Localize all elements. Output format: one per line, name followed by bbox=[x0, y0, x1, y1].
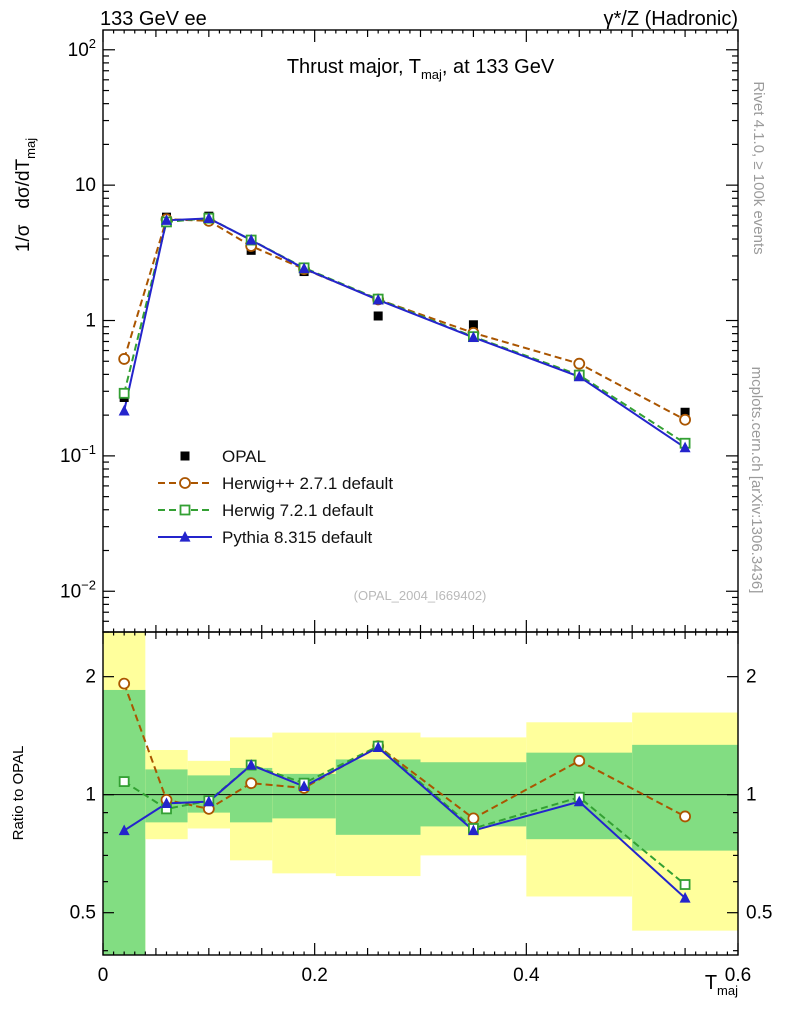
marker-square-open bbox=[118, 776, 130, 787]
marker-triangle-filled bbox=[573, 370, 585, 382]
series-line bbox=[123, 218, 686, 421]
series-markers bbox=[118, 212, 691, 449]
series-markers bbox=[119, 211, 690, 417]
x-axis-label-subscript: maj bbox=[717, 983, 738, 998]
marker-triangle-filled bbox=[573, 795, 585, 807]
marker-circle-open bbox=[118, 677, 131, 690]
marker-circle-open bbox=[679, 810, 691, 823]
y-tick-label: 10−2 bbox=[60, 577, 96, 602]
marker-triangle-filled bbox=[203, 795, 215, 807]
legend: OPAL Herwig++ 2.7.1 default Herwig 7.2.1 d… bbox=[158, 447, 393, 547]
ratio-tick-label-right: 1 bbox=[746, 785, 757, 806]
legend-label: OPAL bbox=[222, 447, 266, 466]
series-markers bbox=[118, 741, 691, 903]
marker-triangle-filled bbox=[118, 404, 130, 416]
series-line bbox=[123, 217, 686, 449]
marker-triangle-filled bbox=[203, 212, 215, 224]
x-tick-label: 0.6 bbox=[725, 965, 751, 986]
marker-square-filled bbox=[180, 451, 190, 461]
x-axis-label-text: T bbox=[704, 972, 718, 994]
marker-circle-open bbox=[679, 413, 691, 426]
ratio-series bbox=[118, 677, 691, 903]
legend-label: Pythia 8.315 default bbox=[222, 528, 373, 547]
green-band bbox=[103, 689, 146, 955]
marker-circle-open bbox=[573, 754, 586, 767]
plot-title-suffix: , at 133 GeV bbox=[441, 56, 555, 78]
marker-square-open bbox=[179, 504, 191, 516]
marker-triangle-filled bbox=[679, 441, 691, 453]
axis-ticks bbox=[102, 30, 739, 955]
marker-triangle-filled bbox=[245, 759, 257, 770]
marker-triangle-filled bbox=[245, 234, 257, 245]
marker-triangle-filled bbox=[679, 892, 691, 903]
marker-circle-open bbox=[245, 777, 258, 790]
marker-square-filled bbox=[373, 311, 383, 321]
legend-label: Herwig 7.2.1 default bbox=[222, 501, 373, 520]
marker-triangle-filled bbox=[179, 531, 191, 542]
marker-triangle-filled bbox=[372, 741, 384, 753]
marker-square-open bbox=[679, 879, 691, 890]
x-tick-label: 0 bbox=[98, 965, 109, 986]
marker-triangle-filled bbox=[467, 824, 479, 836]
y-tick-label: 102 bbox=[68, 36, 96, 61]
marker-triangle-filled bbox=[161, 797, 172, 809]
main-series bbox=[118, 211, 691, 453]
marker-square-filled bbox=[680, 407, 690, 417]
plot-title: Thrust major, Tmaj, at 133 GeV bbox=[103, 56, 738, 82]
main-frame bbox=[102, 29, 739, 633]
ratio-tick-label-left: 1 bbox=[85, 785, 96, 806]
ratio-tick-label-left: 0.5 bbox=[70, 903, 96, 924]
marker-square-filled bbox=[468, 320, 478, 330]
y-tick-label: 10 bbox=[75, 175, 96, 196]
marker-circle-open bbox=[179, 477, 191, 489]
series-markers bbox=[118, 212, 691, 453]
green-band bbox=[335, 759, 421, 835]
marker-triangle-filled bbox=[467, 331, 479, 343]
marker-triangle-filled bbox=[372, 293, 384, 305]
legend-label: Herwig++ 2.7.1 default bbox=[222, 474, 393, 493]
process-label: γ*/Z (Hadronic) bbox=[603, 8, 738, 30]
marker-circle-open bbox=[467, 812, 480, 825]
ratio-uncertainty-bands bbox=[103, 632, 738, 955]
plot-title-subscript: maj bbox=[420, 67, 442, 82]
analysis-id-watermark: (OPAL_2004_I669402) bbox=[353, 588, 487, 603]
y-tick-label: 10−1 bbox=[60, 442, 96, 467]
ratio-tick-label-right: 2 bbox=[746, 667, 757, 688]
marker-triangle-filled bbox=[161, 214, 172, 225]
x-axis-label: Tmaj bbox=[598, 972, 738, 998]
marker-circle-open bbox=[573, 357, 586, 370]
marker-square-open bbox=[118, 387, 130, 399]
x-tick-label: 0.2 bbox=[301, 965, 327, 986]
plot-title-text: Thrust major, T bbox=[286, 56, 421, 78]
marker-circle-open bbox=[118, 353, 131, 365]
tick-labels: 0 0.2 0.4 0.6 102 10 1 10−1 10−2 2 2 1 1 0.5 0.5 bbox=[60, 36, 772, 986]
ratio-tick-label-left: 2 bbox=[85, 667, 96, 688]
marker-triangle-filled bbox=[118, 824, 130, 836]
series-line bbox=[123, 217, 686, 445]
x-tick-label: 0.4 bbox=[513, 965, 540, 986]
y-tick-label: 1 bbox=[85, 311, 96, 332]
ratio-tick-label-right: 0.5 bbox=[746, 903, 772, 924]
beam-energy-label: 133 GeV ee bbox=[100, 8, 207, 30]
marker-triangle-filled bbox=[298, 780, 310, 791]
marker-triangle-filled bbox=[298, 262, 310, 274]
